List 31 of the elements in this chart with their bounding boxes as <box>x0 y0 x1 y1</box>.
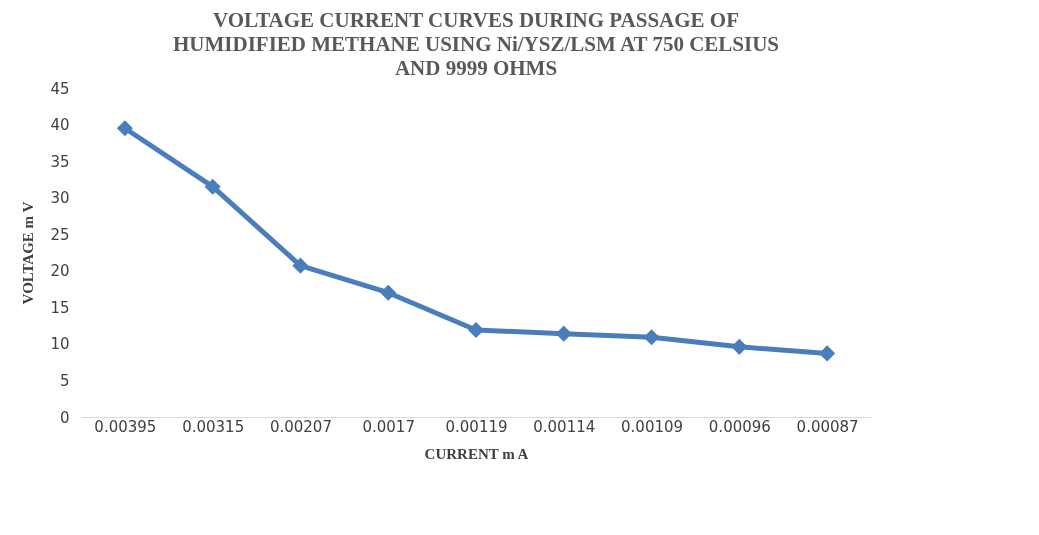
x-tick-label: 0.0017 <box>362 417 415 436</box>
y-tick-label: 30 <box>50 189 70 208</box>
point <box>731 338 748 355</box>
y-tick-label: 35 <box>50 152 70 171</box>
point <box>643 329 660 346</box>
point <box>204 178 221 195</box>
point <box>380 284 397 301</box>
x-tick-label: 0.00315 <box>182 417 245 436</box>
y-axis-title: VOLTAGE m V <box>20 201 37 305</box>
x-tick-label: 0.00395 <box>94 417 157 436</box>
x-tick-label: 0.00119 <box>445 417 508 436</box>
y-tick-label: 15 <box>50 298 70 317</box>
point <box>116 120 133 137</box>
y-tick-label: 45 <box>50 79 70 98</box>
x-tick-label: 0.00114 <box>533 417 596 436</box>
y-tick-label: 10 <box>50 335 70 354</box>
point <box>292 257 309 274</box>
y-tick-label: 25 <box>50 225 70 244</box>
text: VOLTAGE CURRENT CURVES DURING PASSAGE OF <box>212 8 740 32</box>
x-tick-label: 0.00207 <box>269 417 332 436</box>
x-tick-label: 0.00087 <box>796 417 859 436</box>
text: AND 9999 OHMS <box>394 56 558 80</box>
x-tick-label: 0.00109 <box>621 417 684 436</box>
x-axis-title: CURRENT m A <box>424 445 529 462</box>
y-tick-label: 40 <box>50 116 70 135</box>
point <box>819 345 836 362</box>
text: HUMIDIFIED METHANE USING Ni/YSZ/LSM AT 750 CELSIUS <box>172 32 780 56</box>
y-tick-label: 5 <box>59 371 70 390</box>
x-tick-label: 0.00096 <box>708 417 771 436</box>
y-tick-label: 20 <box>50 262 70 281</box>
y-tick-label: 0 <box>59 408 70 427</box>
